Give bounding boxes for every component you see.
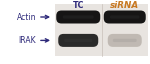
FancyBboxPatch shape [113, 39, 137, 42]
FancyBboxPatch shape [110, 15, 140, 19]
FancyBboxPatch shape [56, 10, 100, 23]
FancyBboxPatch shape [58, 34, 98, 47]
FancyBboxPatch shape [104, 10, 146, 23]
FancyBboxPatch shape [63, 15, 94, 19]
FancyBboxPatch shape [64, 39, 92, 42]
Bar [55, 4, 148, 56]
Text: TC: TC [72, 1, 84, 10]
Text: siRNA: siRNA [110, 1, 139, 10]
FancyBboxPatch shape [108, 34, 142, 47]
Text: Actin: Actin [16, 12, 36, 22]
Text: IRAK: IRAK [18, 36, 36, 45]
